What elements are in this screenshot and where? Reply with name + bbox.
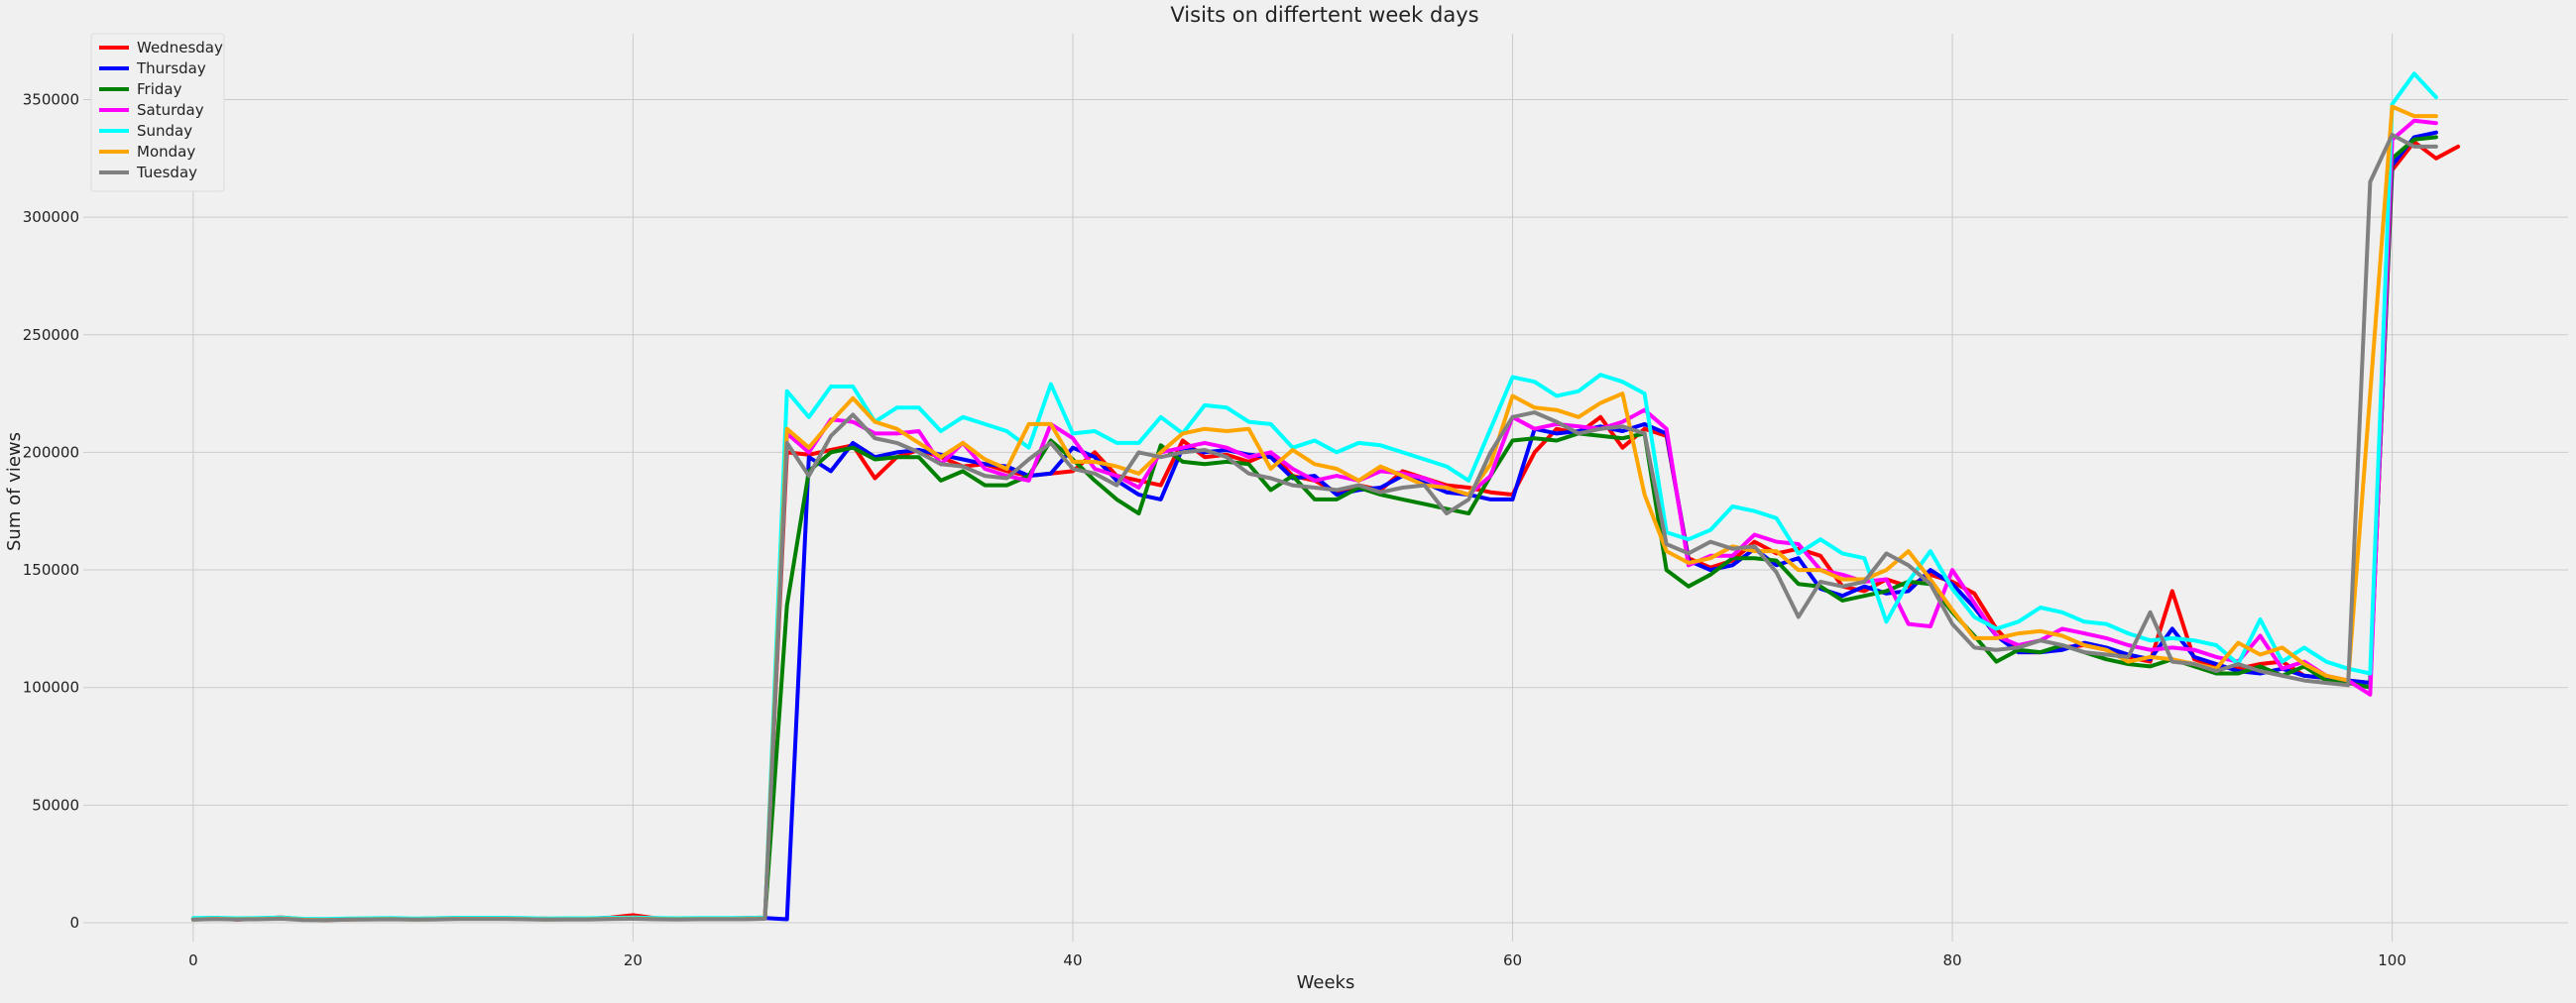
legend: Wednesday Thursday Friday Saturday Sunday Mon… [90, 33, 225, 192]
x-tick-label: 60 [1503, 951, 1522, 969]
y-tick-label: 100000 [23, 679, 79, 697]
x-tick-label: 20 [624, 951, 643, 969]
legend-label: Saturday [137, 101, 204, 119]
legend-label: Friday [137, 80, 182, 98]
y-tick-label: 0 [69, 914, 79, 932]
series-lines [190, 71, 2461, 923]
legend-label: Sunday [137, 122, 192, 140]
series-line-tuesday [190, 133, 2438, 923]
y-tick-label: 150000 [23, 561, 79, 579]
y-axis-label: Sum of views [4, 432, 25, 551]
y-tick-label: 300000 [23, 208, 79, 226]
x-tick-label: 40 [1063, 951, 1082, 969]
x-tick-label: 100 [2378, 951, 2406, 969]
tick-labels: 0 20 40 60 80 100 0 50000 100000 150000 200000 2500… [23, 90, 2406, 969]
legend-label: Wednesday [137, 39, 223, 56]
y-tick-label: 250000 [23, 326, 79, 344]
x-axis-label: Weeks [1297, 972, 1355, 993]
legend-label: Thursday [136, 59, 206, 77]
y-tick-label: 50000 [32, 796, 79, 814]
y-tick-label: 350000 [23, 90, 79, 108]
x-tick-label: 0 [188, 951, 198, 969]
y-tick-label: 200000 [23, 443, 79, 461]
legend-label: Monday [137, 143, 195, 161]
chart-title: Visits on differtent week days [1170, 3, 1478, 27]
x-tick-label: 80 [1942, 951, 1961, 969]
legend-label: Tuesday [136, 164, 197, 181]
